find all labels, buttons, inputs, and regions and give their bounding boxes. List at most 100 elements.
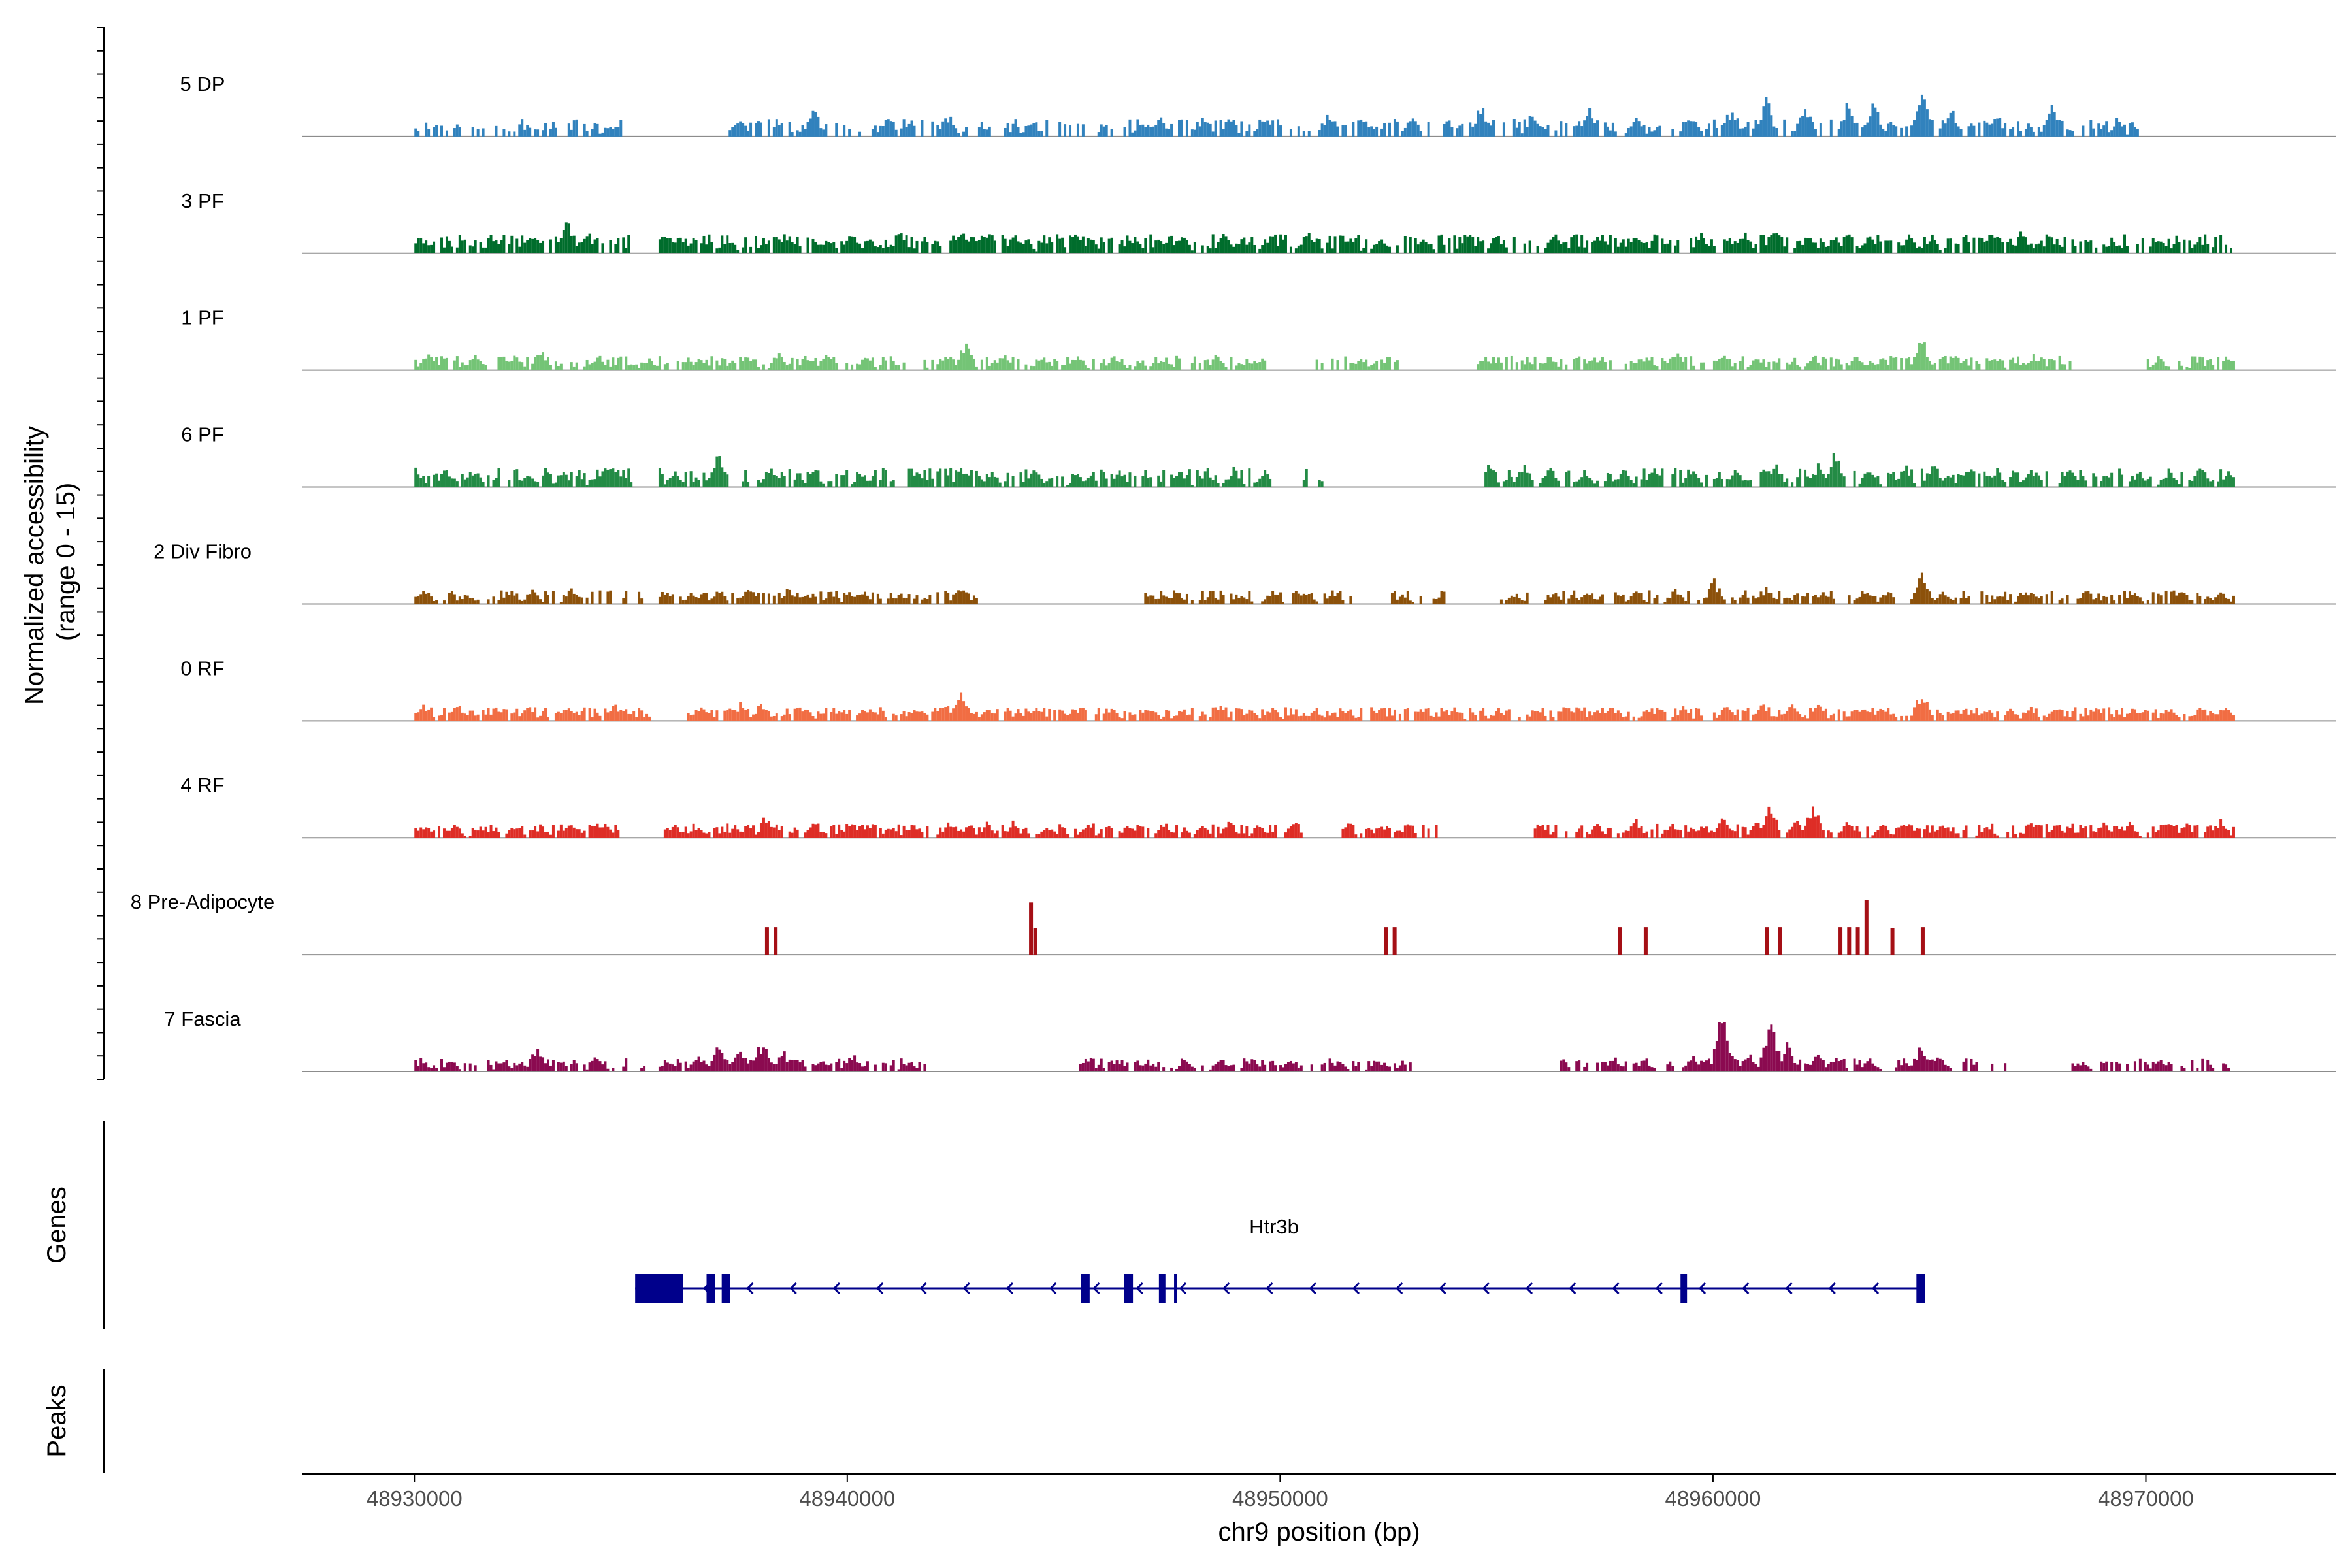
coverage-bar [2110, 1062, 2114, 1071]
coverage-bar [1946, 596, 1950, 604]
coverage-bar [1512, 237, 1516, 253]
coverage-bar [632, 365, 636, 370]
coverage-bar [557, 830, 560, 838]
coverage-bar [755, 834, 758, 838]
coverage-bar [1575, 357, 1578, 370]
coverage-bar [1723, 819, 1726, 838]
coverage-bar [1403, 825, 1407, 838]
coverage-bar [1006, 246, 1009, 253]
coverage-bar [1240, 121, 1243, 137]
coverage-bar [1533, 356, 1537, 370]
coverage-bar [851, 484, 854, 487]
coverage-bar [1676, 240, 1680, 253]
coverage-bar [1084, 480, 1087, 487]
coverage-bar [1697, 600, 1701, 604]
coverage-bar [1336, 1061, 1339, 1071]
coverage-bar [1933, 466, 1936, 487]
coverage-bar [1575, 707, 1578, 721]
coverage-bar [544, 468, 547, 487]
coverage-bar [1845, 103, 1848, 137]
coverage-bar [1772, 233, 1776, 253]
coverage-bar [1700, 482, 1703, 487]
coverage-bar [1409, 1062, 1412, 1071]
coverage-bar [559, 602, 563, 604]
coverage-bar [2121, 474, 2124, 487]
coverage-bar [1307, 715, 1311, 721]
coverage-bar [993, 833, 996, 838]
coverage-bar [1816, 362, 1820, 370]
coverage-bar [1102, 1068, 1105, 1071]
coverage-bar [2014, 363, 2017, 370]
coverage-bar [1606, 1065, 1609, 1071]
coverage-bar [1796, 711, 1799, 721]
coverage-bar [1892, 597, 1895, 604]
coverage-bar [2219, 592, 2223, 604]
coverage-bar [471, 246, 474, 253]
coverage-bar [866, 825, 869, 838]
coverage-bar [863, 711, 866, 721]
coverage-bar [822, 600, 825, 604]
coverage-bar [1642, 468, 1646, 487]
coverage-bar [453, 360, 456, 370]
coverage-bar [843, 593, 846, 604]
coverage-bar [1069, 713, 1072, 721]
coverage-bar [1954, 597, 1957, 604]
coverage-bar [1637, 593, 1641, 604]
coverage-bar [1629, 126, 1633, 137]
coverage-bar [505, 833, 508, 838]
coverage-bar [453, 478, 456, 487]
coverage-bar [1403, 709, 1407, 721]
coverage-bar [1905, 239, 1908, 253]
coverage-bar [476, 714, 480, 721]
coverage-bar [1614, 1057, 1617, 1071]
coverage-bar [1656, 235, 1659, 253]
coverage-bar [1770, 1024, 1773, 1071]
coverage-bar [578, 596, 581, 604]
coverage-bar [1040, 359, 1043, 370]
coverage-bar [1201, 1065, 1204, 1071]
coverage-bar [1419, 131, 1422, 137]
coverage-bar [1490, 468, 1493, 487]
coverage-bar [1294, 248, 1298, 253]
coverage-bar [606, 712, 610, 721]
coverage-bar [1477, 364, 1480, 370]
coverage-bar [1053, 831, 1056, 838]
coverage-bar [1616, 833, 1620, 838]
coverage-bar [936, 125, 939, 137]
coverage-bar [1837, 709, 1840, 721]
coverage-bar [2019, 593, 2022, 604]
coverage-bar [892, 361, 895, 370]
coverage-bar [1134, 130, 1137, 137]
coverage-bar [1227, 479, 1230, 487]
coverage-bar [1107, 238, 1111, 253]
coverage-bar [2170, 709, 2173, 721]
coverage-bar [1162, 123, 1166, 137]
coverage-bar [625, 591, 628, 604]
coverage-bar [710, 356, 713, 370]
coverage-bar [780, 716, 783, 721]
coverage-bar [1752, 360, 1755, 370]
coverage-bar [1261, 358, 1264, 370]
coverage-bar [845, 363, 849, 370]
coverage-bar [1445, 121, 1448, 137]
coverage-bar [1591, 118, 1594, 137]
coverage-bar [1196, 830, 1199, 838]
coverage-bar [534, 707, 537, 721]
coverage-bar [1375, 828, 1379, 838]
coverage-bar [1102, 713, 1105, 721]
coverage-bar [739, 702, 742, 721]
coverage-bar [1603, 481, 1607, 487]
coverage-bar [684, 362, 687, 370]
coverage-bar [1765, 816, 1768, 838]
coverage-bar [425, 358, 428, 370]
coverage-bar [455, 707, 459, 721]
coverage-bar [817, 470, 820, 487]
coverage-bar [736, 123, 740, 137]
coverage-bar [887, 828, 890, 838]
coverage-bar [980, 479, 983, 487]
coverage-bar [1183, 827, 1186, 838]
coverage-bar [453, 825, 456, 838]
coverage-bar [1832, 453, 1835, 487]
coverage-bar [832, 708, 836, 721]
coverage-bar [1396, 245, 1399, 253]
